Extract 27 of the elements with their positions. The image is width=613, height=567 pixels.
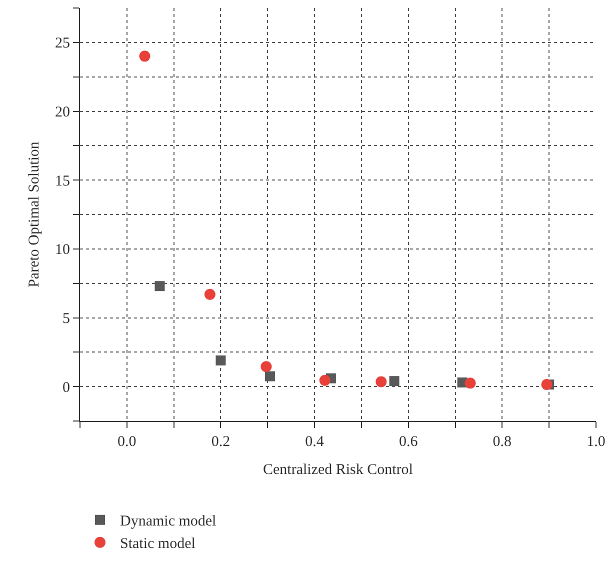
y-axis-title: Pareto Optimal Solution xyxy=(26,141,42,288)
point xyxy=(376,376,387,388)
point xyxy=(389,376,400,386)
x-tick-label: 0.2 xyxy=(211,434,230,450)
y-tick-label: 15 xyxy=(55,173,70,190)
x-tick-label: 1.0 xyxy=(586,434,606,450)
point xyxy=(154,281,165,292)
y-tick-label: 5 xyxy=(62,311,70,327)
point xyxy=(541,379,552,390)
y-tick-label: 25 xyxy=(55,36,70,52)
point xyxy=(216,355,226,366)
x-tick-label: 0.4 xyxy=(305,434,324,450)
point xyxy=(319,374,330,386)
y-tick-label: 10 xyxy=(55,242,70,258)
legend-label: Static model xyxy=(120,536,196,552)
x-tick-label: 0.8 xyxy=(492,434,512,450)
x-axis-title: Centralized Risk Control xyxy=(263,462,413,478)
y-tick-label: 0 xyxy=(62,380,70,396)
point xyxy=(139,50,150,62)
point xyxy=(264,371,275,382)
point xyxy=(260,361,272,372)
legend-label: Dynamic model xyxy=(120,514,216,530)
x-tick-label: 0.0 xyxy=(118,434,136,450)
point xyxy=(464,378,476,389)
x-tick-label: 0.6 xyxy=(398,434,418,450)
point xyxy=(204,288,216,300)
y-tick-label: 20 xyxy=(55,104,70,120)
